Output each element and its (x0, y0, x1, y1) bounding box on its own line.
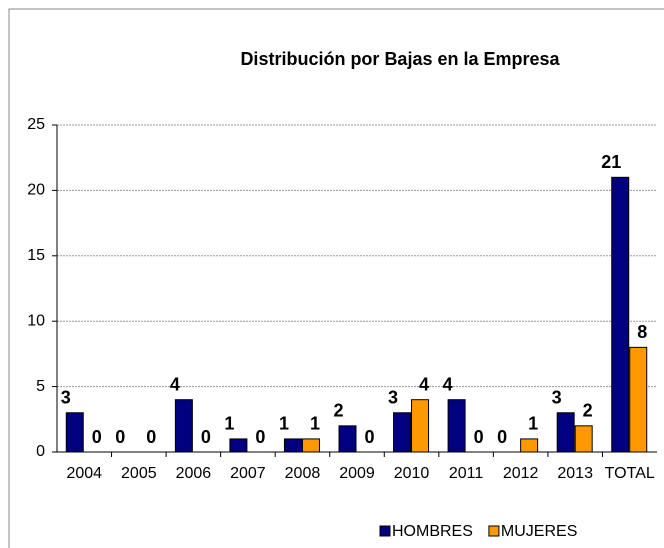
x-tick-label: 2012 (503, 465, 539, 482)
y-tick-label: 20 (27, 182, 45, 199)
bar (229, 438, 248, 453)
x-tick-label: 2008 (285, 465, 321, 482)
bar (629, 346, 648, 453)
value-label: 0 (497, 427, 507, 447)
x-tick-label: 2005 (121, 465, 157, 482)
legend-swatch (379, 525, 391, 537)
value-label: 0 (255, 427, 265, 447)
legend-swatch (488, 525, 500, 537)
value-label: 0 (201, 427, 211, 447)
value-label: 2 (333, 401, 343, 421)
legend-label: MUJERES (501, 523, 577, 540)
value-label: 21 (601, 152, 621, 172)
value-label: 1 (310, 414, 320, 434)
bar (393, 412, 412, 453)
y-tick-label: 15 (27, 247, 45, 264)
chart-border (8, 8, 664, 548)
x-tick-label: 2013 (557, 465, 593, 482)
value-label: 0 (115, 427, 125, 447)
bar (301, 438, 320, 453)
x-tick-label: TOTAL (605, 465, 655, 482)
bar (574, 425, 593, 453)
value-label: 0 (146, 427, 156, 447)
y-tick-label: 0 (36, 443, 45, 460)
chart-title: Distribución por Bajas en la Empresa (240, 49, 560, 69)
value-label: 3 (552, 388, 562, 408)
y-tick-label: 5 (36, 378, 45, 395)
value-label: 0 (92, 427, 102, 447)
bar (556, 412, 575, 453)
bar (283, 438, 302, 453)
bar (447, 399, 466, 453)
value-label: 2 (583, 401, 593, 421)
value-label: 1 (528, 414, 538, 434)
bar (611, 176, 630, 453)
x-tick-label: 2011 (449, 465, 484, 482)
legend-label: HOMBRES (392, 523, 473, 540)
bar (338, 425, 357, 453)
value-label: 4 (443, 374, 453, 394)
value-label: 1 (224, 414, 234, 434)
x-tick-label: 2010 (394, 465, 430, 482)
x-tick-label: 2007 (230, 465, 266, 482)
value-label: 4 (170, 374, 180, 394)
value-label: 0 (364, 427, 374, 447)
bar (174, 399, 193, 453)
value-label: 8 (637, 322, 647, 342)
x-tick-label: 2009 (339, 465, 375, 482)
value-label: 1 (279, 414, 289, 434)
value-label: 3 (388, 388, 398, 408)
bar (65, 412, 84, 453)
value-label: 4 (419, 374, 429, 394)
value-label: 0 (474, 427, 484, 447)
value-label: 3 (61, 388, 71, 408)
y-tick-label: 10 (27, 312, 45, 329)
bar (411, 399, 430, 453)
x-tick-label: 2006 (176, 465, 212, 482)
bar (520, 438, 539, 453)
y-tick-label: 25 (27, 116, 45, 133)
x-tick-label: 2004 (66, 465, 102, 482)
